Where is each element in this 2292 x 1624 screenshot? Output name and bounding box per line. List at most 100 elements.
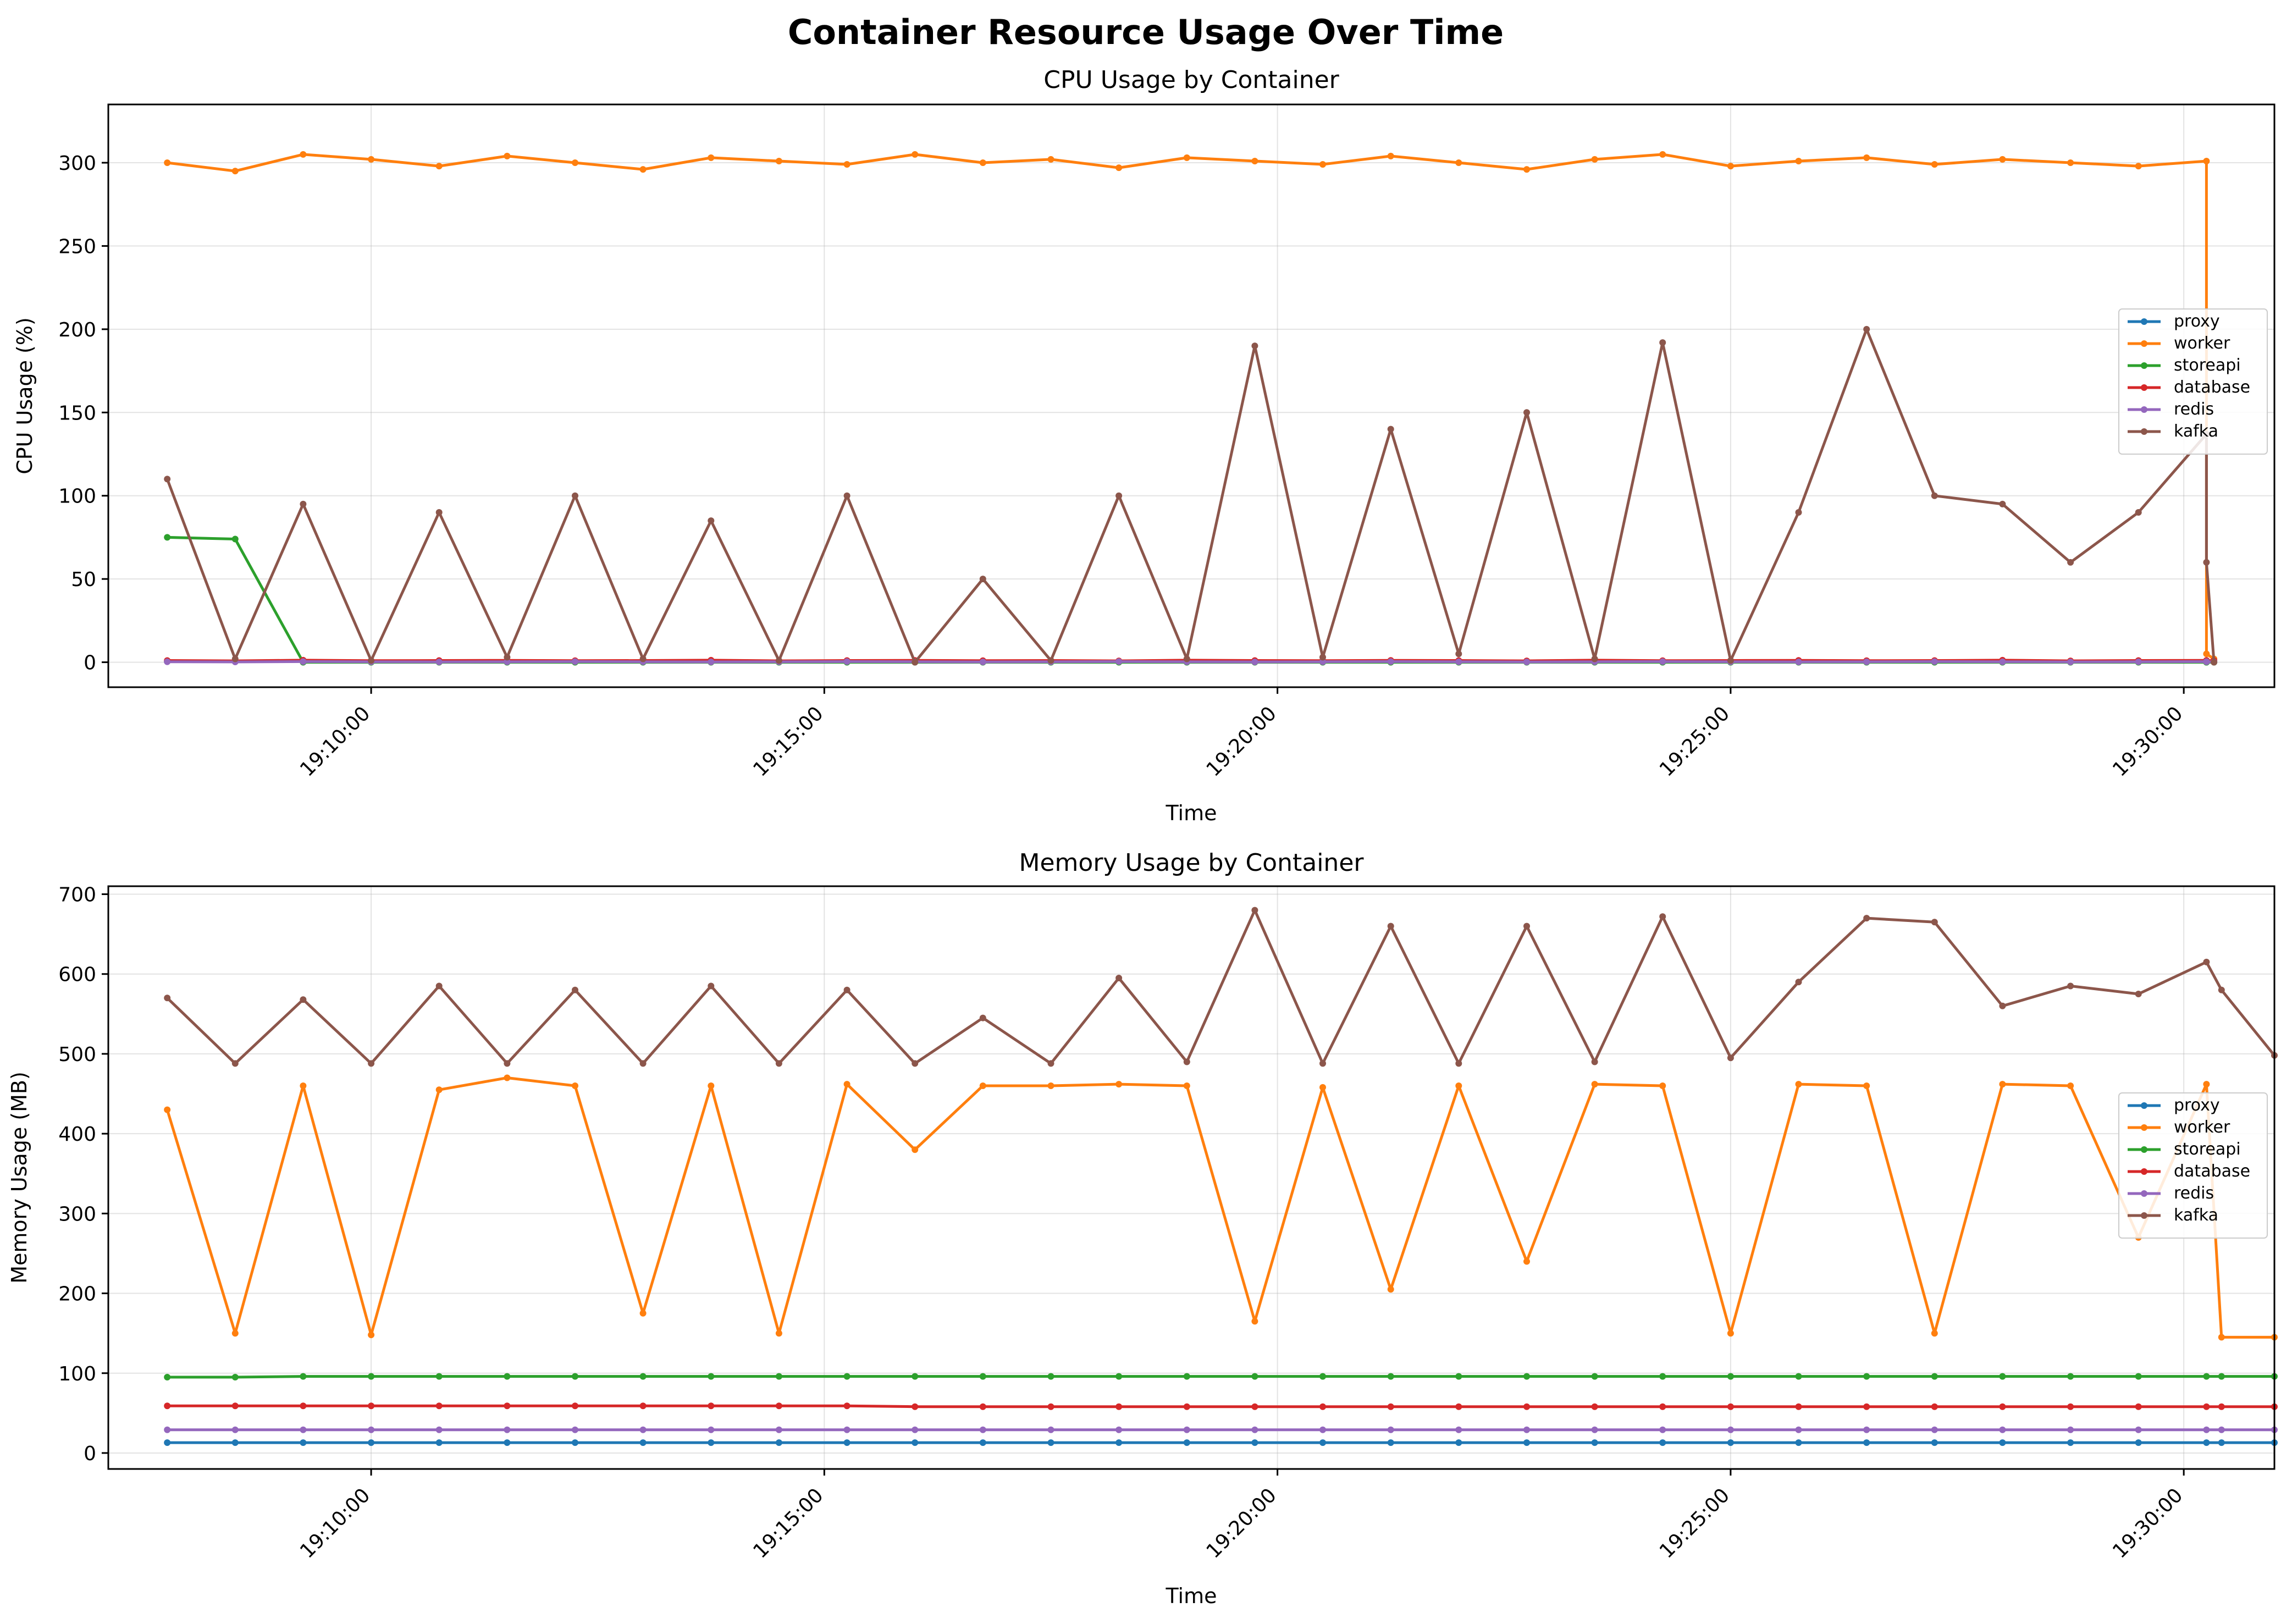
memory-point-redis	[2218, 1426, 2225, 1433]
memory-legend-marker-storeapi	[2141, 1146, 2147, 1153]
cpu-point-kafka	[2211, 659, 2218, 666]
memory-point-storeapi	[1863, 1373, 1870, 1380]
cpu-point-kafka	[1047, 657, 1054, 664]
cpu-y-axis-label: CPU Usage (%)	[13, 317, 37, 474]
cpu-legend-marker-kafka	[2141, 428, 2147, 435]
cpu-point-worker	[300, 151, 307, 158]
memory-point-storeapi	[1115, 1373, 1123, 1380]
memory-point-kafka	[708, 982, 715, 990]
memory-point-proxy	[1319, 1439, 1326, 1446]
memory-point-proxy	[504, 1439, 511, 1446]
memory-point-storeapi	[1251, 1373, 1258, 1380]
memory-y-tick-label: 500	[58, 1043, 96, 1066]
cpu-point-redis	[1999, 658, 2006, 665]
memory-point-proxy	[775, 1439, 782, 1446]
memory-point-storeapi	[1387, 1373, 1394, 1380]
memory-point-proxy	[1115, 1439, 1123, 1446]
memory-point-worker	[1999, 1081, 2006, 1088]
memory-point-database	[1591, 1403, 1598, 1410]
memory-point-worker	[912, 1146, 919, 1153]
memory-point-kafka	[1319, 1060, 1326, 1067]
memory-point-redis	[1591, 1426, 1598, 1433]
cpu-point-worker	[231, 168, 239, 175]
cpu-point-kafka	[300, 500, 307, 507]
memory-point-redis	[843, 1426, 850, 1433]
cpu-point-worker	[1999, 156, 2006, 163]
memory-point-storeapi	[1591, 1373, 1598, 1380]
cpu-point-worker	[1727, 163, 1734, 170]
memory-series-proxy	[164, 1439, 2278, 1446]
memory-x-axis-label: Time	[1166, 1584, 1217, 1608]
memory-point-worker	[1455, 1082, 1462, 1089]
memory-point-worker	[639, 1310, 647, 1317]
cpu-point-kafka	[164, 476, 171, 483]
memory-legend-label-redis: redis	[2174, 1184, 2214, 1203]
memory-point-database	[1999, 1403, 2006, 1410]
memory-point-proxy	[2218, 1439, 2225, 1446]
memory-point-database	[912, 1403, 919, 1410]
cpu-line-redis	[167, 660, 2214, 664]
cpu-point-worker	[1523, 166, 1530, 173]
cpu-point-worker	[368, 156, 375, 163]
memory-point-storeapi	[2203, 1373, 2210, 1380]
cpu-point-kafka	[504, 654, 511, 661]
memory-point-kafka	[368, 1060, 375, 1067]
memory-point-worker	[1115, 1081, 1123, 1088]
memory-point-storeapi	[1319, 1373, 1326, 1380]
memory-point-storeapi	[1455, 1373, 1462, 1380]
memory-point-redis	[1455, 1426, 1462, 1433]
memory-point-proxy	[1591, 1439, 1598, 1446]
memory-point-kafka	[1115, 975, 1123, 981]
memory-legend-marker-database	[2141, 1168, 2147, 1175]
cpu-series-kafka	[164, 325, 2218, 666]
cpu-point-redis	[1795, 659, 1802, 665]
cpu-point-kafka	[572, 492, 578, 499]
memory-point-storeapi	[572, 1373, 578, 1380]
memory-y-tick-label: 0	[84, 1443, 96, 1465]
memory-point-kafka	[572, 986, 578, 993]
memory-point-database	[1931, 1403, 1938, 1410]
memory-point-database	[979, 1403, 986, 1410]
memory-point-database	[1455, 1403, 1462, 1410]
memory-point-worker	[1251, 1318, 1258, 1325]
memory-point-storeapi	[843, 1373, 850, 1380]
memory-point-redis	[1319, 1426, 1326, 1433]
memory-legend: proxy worker storeapi database redis kafka	[2118, 1092, 2268, 1239]
memory-point-proxy	[1659, 1439, 1666, 1446]
memory-point-kafka	[504, 1060, 511, 1067]
memory-point-database	[1115, 1403, 1123, 1410]
memory-point-storeapi	[2067, 1373, 2074, 1380]
memory-point-kafka	[231, 1060, 239, 1067]
memory-point-kafka	[1047, 1060, 1054, 1067]
memory-point-redis	[2067, 1426, 2074, 1433]
memory-legend-marker-redis	[2141, 1190, 2147, 1197]
cpu-point-worker	[1659, 151, 1666, 158]
cpu-legend-marker-database	[2141, 384, 2147, 391]
cpu-point-worker	[775, 158, 782, 164]
memory-point-proxy	[2135, 1439, 2142, 1446]
memory-point-worker	[1183, 1082, 1190, 1089]
cpu-point-worker	[1251, 158, 1258, 164]
memory-point-storeapi	[1931, 1373, 1938, 1380]
memory-point-proxy	[231, 1439, 239, 1446]
cpu-point-redis	[1387, 658, 1394, 665]
cpu-legend-label-kafka: kafka	[2174, 422, 2218, 441]
memory-point-storeapi	[435, 1373, 443, 1380]
cpu-legend-marker-proxy	[2141, 318, 2147, 325]
memory-series-redis	[164, 1426, 2278, 1433]
cpu-point-redis	[1319, 658, 1326, 665]
memory-point-kafka	[775, 1060, 782, 1067]
memory-point-kafka	[1523, 923, 1530, 930]
memory-point-proxy	[1251, 1439, 1258, 1446]
memory-point-database	[300, 1402, 307, 1410]
cpu-point-kafka	[1455, 650, 1462, 658]
memory-point-proxy	[912, 1439, 919, 1446]
cpu-point-kafka	[435, 509, 443, 516]
memory-y-tick-label: 100	[58, 1363, 96, 1385]
memory-chart-title: Memory Usage by Container	[1019, 849, 1365, 877]
memory-point-kafka	[1251, 907, 1258, 914]
cpu-chart-title: CPU Usage by Container	[1043, 66, 1339, 94]
cpu-legend-box	[2118, 308, 2268, 455]
memory-point-worker	[1795, 1081, 1802, 1088]
